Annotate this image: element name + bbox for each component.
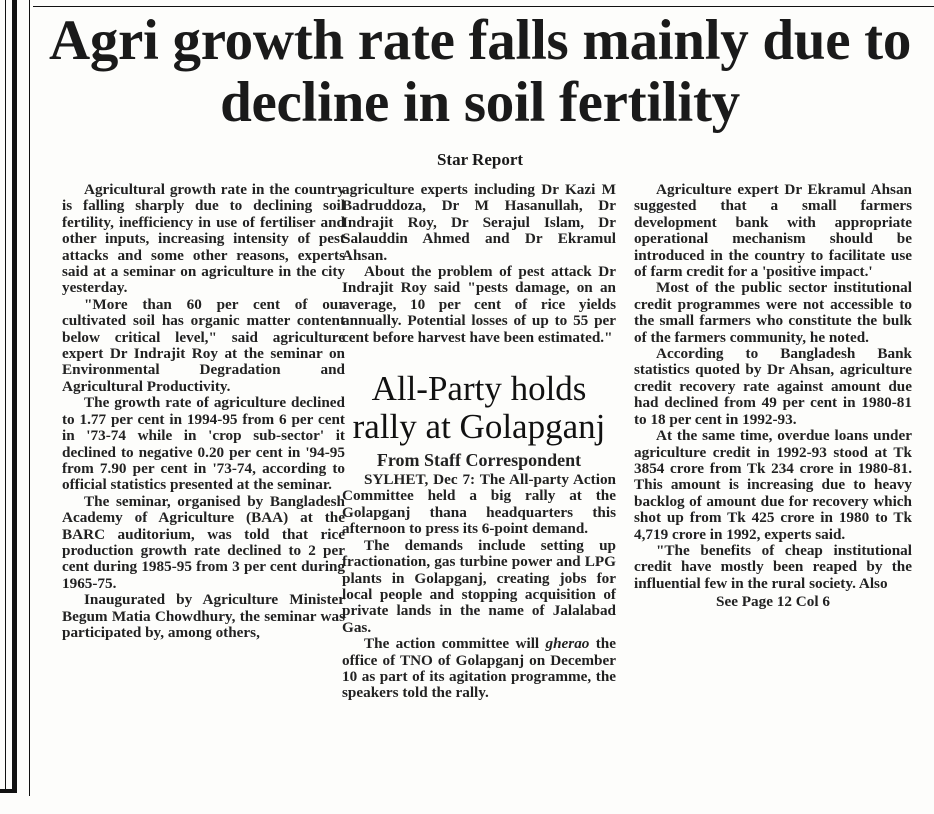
column-2: agriculture experts including Dr Kazi M … — [342, 181, 616, 702]
text: The action committee will — [364, 635, 546, 653]
frame-rule-bottom — [0, 789, 17, 793]
paragraph: Inaugurated by Agriculture Minister Begu… — [62, 591, 345, 641]
column-3: Agriculture expert Dr Ekramul Ahsan sugg… — [634, 181, 912, 611]
paragraph: "The benefits of cheap institutional cre… — [634, 541, 912, 592]
frame-rule-left-thick — [12, 0, 17, 792]
paragraph: Agriculture expert Dr Ekramul Ahsan sugg… — [634, 181, 912, 281]
paragraph: At the same time, overdue loans under ag… — [634, 427, 912, 543]
paragraph: Agricultural growth rate in the country … — [62, 181, 345, 297]
main-headline: Agri growth rate falls mainly due to dec… — [48, 9, 912, 134]
second-byline: From Staff Correspondent — [376, 450, 582, 471]
paragraph: SYLHET, Dec 7: The All-party Action Comm… — [342, 471, 616, 538]
continuation-jump-line: See Page 12 Col 6 — [716, 593, 830, 611]
paragraph: The seminar, organised by Bangladesh Aca… — [62, 492, 345, 592]
paragraph: The demands include setting up fractiona… — [342, 536, 616, 636]
text: the office of TNO of Golapganj on Decemb… — [342, 635, 616, 702]
paragraph: About the problem of pest attack Dr Indr… — [342, 263, 616, 346]
italic-word: gherao — [545, 635, 590, 653]
paragraph: According to Bangladesh Bank statistics … — [634, 345, 912, 428]
frame-rule-left-inner — [29, 0, 30, 796]
frame-rule-left-thin — [5, 0, 6, 792]
paragraph: The growth rate of agriculture declined … — [62, 394, 345, 494]
column-1: Agricultural growth rate in the country … — [62, 181, 345, 641]
second-headline: All-Party holds rally at Golapganj — [352, 369, 606, 447]
paragraph: The action committee will gherao the off… — [342, 635, 616, 702]
paragraph: agriculture experts including Dr Kazi M … — [342, 181, 616, 264]
paragraph: Most of the public sector institutional … — [634, 279, 912, 346]
frame-rule-top — [33, 6, 934, 7]
main-byline: Star Report — [436, 150, 524, 169]
paragraph: "More than 60 per cent of our cultivated… — [62, 295, 345, 395]
